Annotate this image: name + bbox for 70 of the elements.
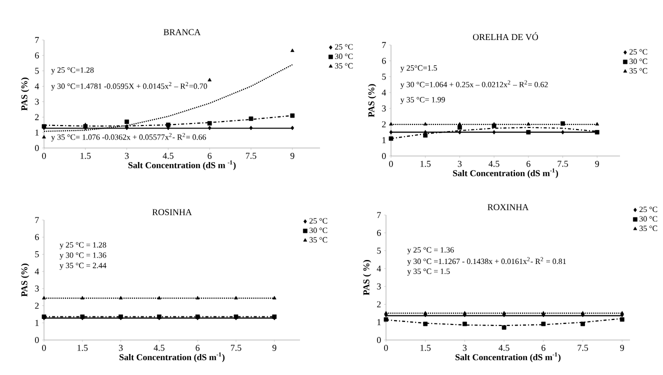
y-tick-label: 2: [382, 121, 386, 128]
y-axis-title: PAS (%): [21, 264, 30, 297]
y-tick-label: 7: [377, 212, 381, 218]
x-tick-label: 9: [620, 344, 624, 351]
x-tick-label: 9: [272, 344, 276, 351]
y-tick-label: 6: [35, 52, 39, 58]
y-tick-label: 2: [377, 301, 381, 308]
x-tick-label: 4.5: [162, 152, 174, 159]
y-tick-label: 1: [35, 130, 39, 136]
y-tick-label: 0: [377, 336, 381, 344]
chart-title: ORELHA DE VÓ: [473, 32, 538, 40]
y-tick-label: 3: [382, 105, 386, 112]
x-axis-title: Salt Concentration (dS m$^{-1}$): [120, 352, 225, 362]
y-tick-label: 4: [382, 90, 386, 96]
chart-title: ROXINHA: [488, 204, 529, 210]
x-tick-label: 3: [462, 344, 467, 351]
y-tick-label: 4: [34, 83, 40, 90]
x-tick-label: 7.5: [230, 344, 242, 351]
x-tick-label: 6: [208, 152, 212, 159]
x-tick-label: 6: [526, 160, 530, 167]
x-tick-label: 9: [595, 160, 599, 167]
x-axis-title: Salt Concentration (dS m$^{-1}$): [456, 352, 561, 362]
y-tick-label: 5: [35, 251, 39, 258]
y-tick-label: 7: [382, 42, 386, 48]
x-axis-title: Salt Concentration (dS m$^{-1}$): [453, 168, 558, 178]
y-tick-label: 5: [35, 68, 39, 74]
y-tick-label: 4: [34, 268, 40, 274]
y-tick-label: 0: [35, 144, 39, 152]
x-tick-label: 1.5: [420, 344, 431, 351]
y-tick-label: 1: [382, 137, 386, 144]
x-tick-label: 0: [389, 160, 393, 167]
y-tick-label: 5: [382, 74, 386, 80]
y-tick-label: 7: [35, 217, 39, 223]
y-axis-title: PAS (%): [368, 84, 376, 118]
x-tick-label: 4.5: [498, 344, 510, 351]
x-axis-title: Salt Concentration (dS m $^{-1}$): [128, 160, 236, 170]
y-axis-title: PAS ( %): [363, 260, 372, 296]
y-tick-label: 5: [377, 248, 381, 254]
y-tick-label: 6: [35, 234, 39, 240]
x-tick-label: 0: [42, 152, 46, 159]
x-tick-label: 7.5: [558, 160, 568, 167]
y-tick-label: 2: [35, 302, 39, 309]
y-tick-label: 0: [35, 336, 39, 344]
y-tick-label: 7: [35, 37, 39, 43]
y-tick-label: 3: [35, 286, 39, 292]
x-tick-label: 1.5: [420, 160, 431, 167]
y-tick-label: 6: [377, 230, 381, 236]
chart-title: BRANCA: [164, 29, 201, 36]
x-tick-label: 6: [542, 344, 546, 351]
x-tick-label: 7.5: [578, 344, 588, 351]
y-tick-label: 1: [377, 319, 381, 326]
y-tick-label: 2: [35, 114, 39, 120]
x-tick-label: 9: [290, 152, 294, 159]
x-tick-label: 3: [458, 160, 462, 167]
x-tick-label: 1.5: [78, 344, 88, 351]
x-tick-label: 0: [42, 344, 46, 351]
y-tick-label: 4: [376, 266, 382, 272]
x-tick-label: 3: [118, 344, 123, 351]
x-tick-label: 7.5: [246, 152, 256, 159]
y-tick-label: 3: [35, 98, 39, 105]
x-tick-label: 1.5: [80, 152, 91, 159]
x-tick-label: 6: [196, 344, 200, 351]
x-tick-label: 4.5: [488, 160, 500, 167]
chart-title: ROSINHA: [152, 209, 192, 216]
x-tick-label: 3: [124, 152, 129, 159]
y-tick-label: 6: [382, 58, 386, 64]
x-tick-label: 4.5: [154, 344, 164, 351]
y-tick-label: 1: [35, 320, 39, 326]
y-axis-title: PAS (%): [21, 78, 30, 111]
y-tick-label: 3: [377, 283, 381, 290]
